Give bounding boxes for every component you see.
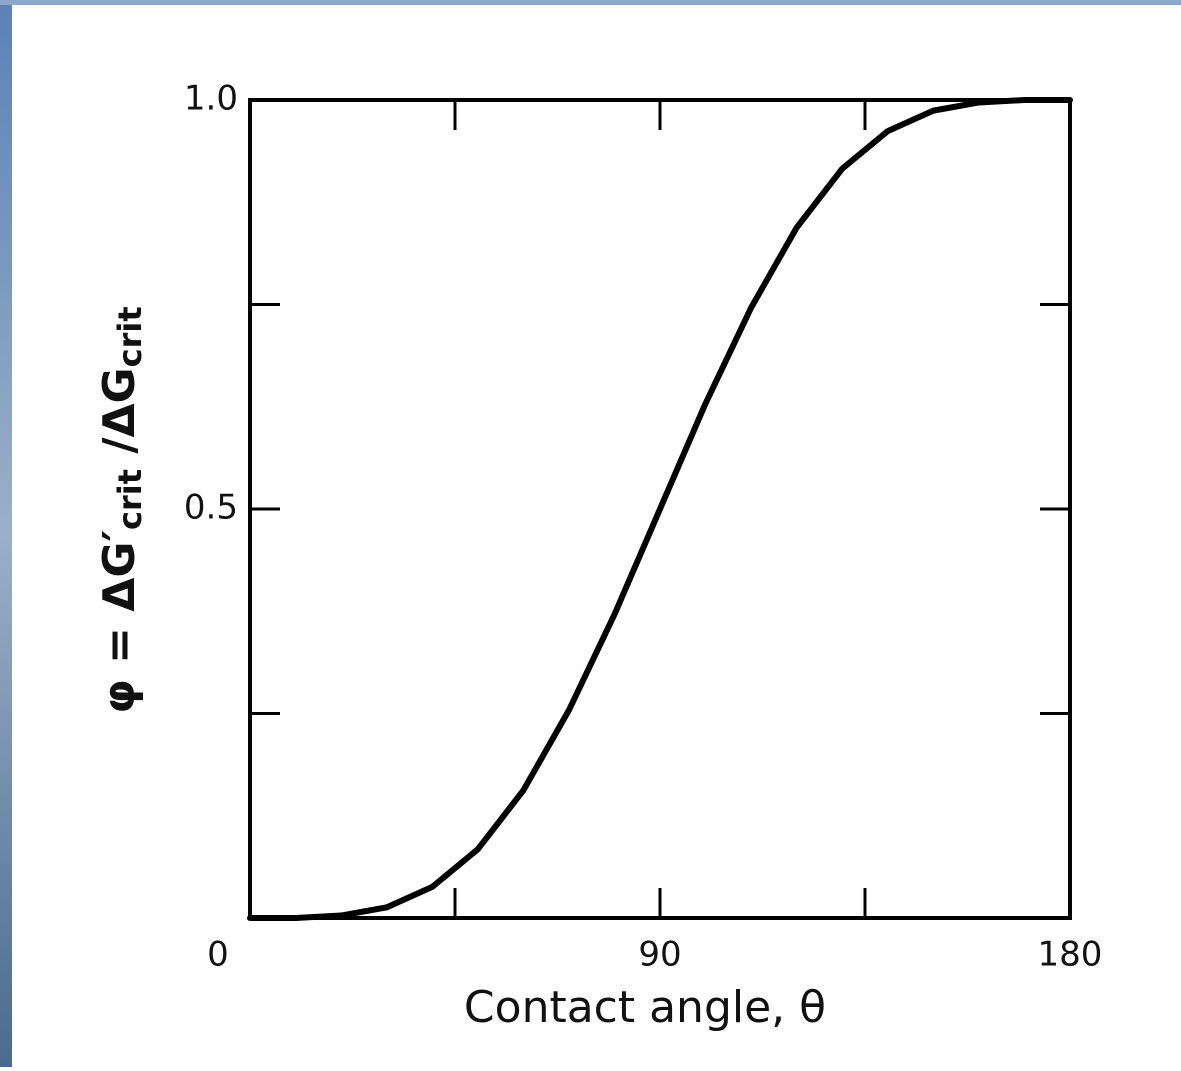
x-tick-label: 180 [1038,935,1103,975]
x-tick-label: 0 [207,935,229,975]
data-line [247,97,1073,921]
x-axis-label: Contact angle, θ [464,982,826,1033]
y-tick-label: 1.0 [184,79,238,119]
edge-strip [0,0,1181,5]
y-label-part: φ = ΔG′ [94,530,145,714]
x-tick-label: 90 [638,935,681,975]
edge-strip [0,0,12,1067]
y-label-subscript: crit [111,306,149,367]
y-axis-label: φ = ΔG′crit /ΔGcrit [94,306,149,713]
y-label-part: /ΔG [94,367,145,469]
y-tick-label: 0.5 [184,488,238,528]
y-label-subscript: crit [111,469,149,530]
